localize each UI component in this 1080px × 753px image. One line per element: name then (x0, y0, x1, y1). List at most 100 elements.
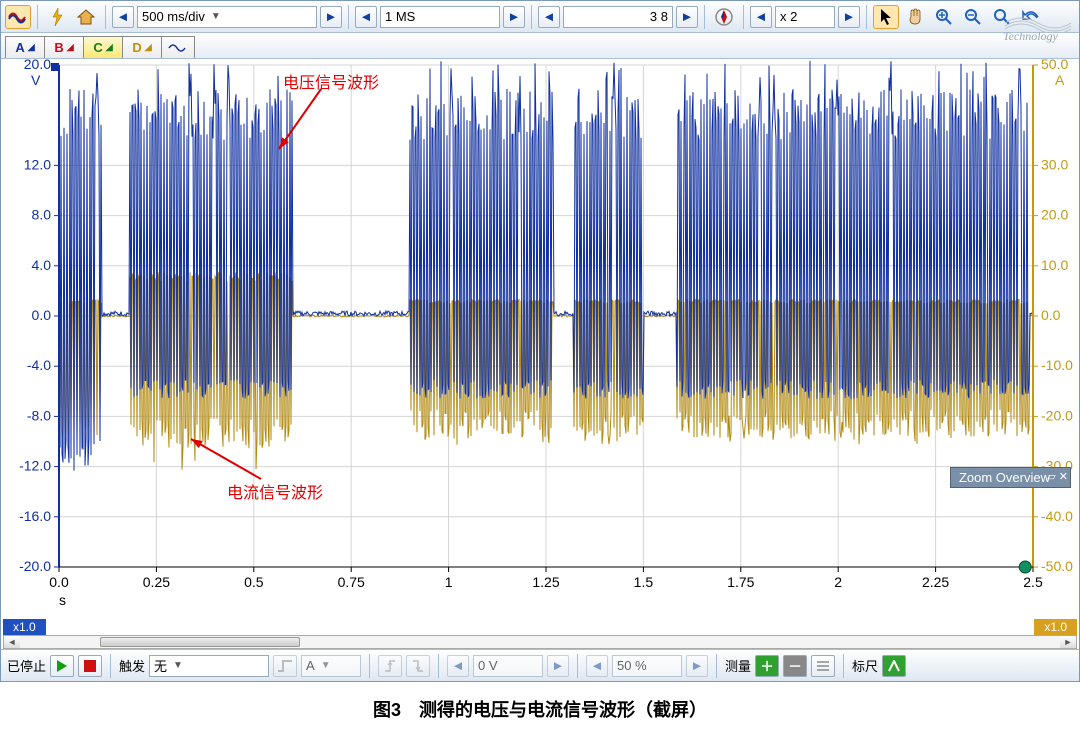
channel-tab-b[interactable]: B◢ (44, 36, 84, 58)
falling-edge-button[interactable] (406, 655, 430, 677)
measure-remove-button[interactable]: － (783, 655, 807, 677)
zoom-out-icon[interactable] (960, 5, 986, 29)
svg-text:-10.0: -10.0 (1041, 357, 1073, 373)
run-button[interactable] (50, 655, 74, 677)
zoom-value: x 2 (780, 9, 797, 24)
svg-text:30.0: 30.0 (1041, 156, 1068, 172)
samples-input[interactable] (385, 9, 495, 24)
timebase-inc-button[interactable]: ► (320, 6, 342, 28)
zoom-overview-panel[interactable]: Zoom Overview ▱ ✕ (950, 467, 1071, 488)
timebase-select[interactable]: 500 ms/div ▼ (137, 6, 317, 28)
zoom-select[interactable]: x 2 (775, 6, 835, 28)
svg-text:0.0: 0.0 (1041, 307, 1061, 323)
trigger-edge-button[interactable] (273, 655, 297, 677)
svg-text:20.0: 20.0 (1041, 207, 1068, 223)
samples-inc-button[interactable]: ► (503, 6, 525, 28)
samples-dec-button[interactable]: ◄ (355, 6, 377, 28)
scroll-right-button[interactable]: ► (1060, 636, 1076, 648)
trigger-label: 触发 (119, 656, 145, 675)
svg-text:12.0: 12.0 (24, 156, 51, 172)
zoom-badge-left: x1.0 (3, 619, 46, 635)
toolbar-top: ◄ 500 ms/div ▼ ► ◄ ► ◄ 3 8 ► ◄ x 2 ► (1, 1, 1079, 33)
svg-text:V: V (31, 72, 41, 88)
level-dec-button[interactable]: ◄ (447, 655, 469, 677)
pretrigger-field[interactable]: 50 % (612, 655, 682, 677)
svg-text:0.0: 0.0 (32, 307, 52, 323)
technology-logo: Technology (1003, 7, 1073, 44)
svg-text:2: 2 (834, 574, 842, 590)
measure-list-button[interactable] (811, 655, 835, 677)
svg-text:-20.0: -20.0 (19, 558, 51, 574)
value3-text: 3 8 (650, 9, 668, 24)
channel-tabs: A◢B◢C◢D◢ (1, 33, 1079, 59)
value3-dec-button[interactable]: ◄ (538, 6, 560, 28)
svg-text:-8.0: -8.0 (27, 407, 51, 423)
svg-text:-4.0: -4.0 (27, 357, 51, 373)
figure-caption: 图3 测得的电压与电流信号波形（截屏） (0, 682, 1080, 730)
rising-edge-button[interactable] (378, 655, 402, 677)
pretrig-dec-button[interactable]: ◄ (586, 655, 608, 677)
horizontal-scrollbar[interactable]: ◄ ► (3, 635, 1077, 649)
svg-text:0.25: 0.25 (143, 574, 170, 590)
pointer-icon[interactable] (873, 5, 899, 29)
channel-tab-c[interactable]: C◢ (83, 36, 123, 58)
trigger-level-field[interactable]: 0 V (473, 655, 543, 677)
caret-down-icon: ▼ (211, 11, 221, 22)
scroll-track[interactable] (20, 636, 1060, 648)
status-label: 已停止 (7, 656, 46, 675)
caret-down-icon: ▼ (173, 660, 183, 671)
hand-icon[interactable] (902, 5, 928, 29)
svg-text:-50.0: -50.0 (1041, 558, 1073, 574)
channel-wave-icon[interactable] (161, 36, 195, 58)
svg-text:-20.0: -20.0 (1041, 407, 1073, 423)
zoom-inc-button[interactable]: ► (838, 6, 860, 28)
svg-text:1: 1 (445, 574, 453, 590)
pretrig-inc-button[interactable]: ► (686, 655, 708, 677)
svg-text:0.5: 0.5 (244, 574, 264, 590)
svg-text:1.75: 1.75 (727, 574, 754, 590)
ruler-button[interactable] (882, 655, 906, 677)
svg-text:20.0: 20.0 (24, 59, 51, 72)
timebase-value: 500 ms/div (142, 9, 205, 24)
toolbar-bottom: 已停止 触发 无 ▼ A ▼ ◄ 0 V ► (1, 649, 1079, 681)
measure-label: 测量 (725, 656, 751, 675)
samples-select[interactable] (380, 6, 500, 28)
svg-text:0.0: 0.0 (49, 574, 69, 590)
scroll-thumb[interactable] (100, 637, 300, 647)
oscilloscope-app: ◄ 500 ms/div ▼ ► ◄ ► ◄ 3 8 ► ◄ x 2 ► (0, 0, 1080, 682)
value3-field[interactable]: 3 8 (563, 6, 673, 28)
zoom-badge-right: x1.0 (1034, 619, 1077, 635)
channel-tab-a[interactable]: A◢ (5, 36, 45, 58)
panel-buttons-icon[interactable]: ▱ ✕ (1047, 470, 1068, 483)
compass-icon[interactable] (711, 5, 737, 29)
svg-text:2.25: 2.25 (922, 574, 949, 590)
channel-tab-d[interactable]: D◢ (122, 36, 162, 58)
svg-text:A: A (1055, 72, 1065, 88)
value3-inc-button[interactable]: ► (676, 6, 698, 28)
lightning-icon[interactable] (44, 5, 70, 29)
svg-text:s: s (59, 592, 66, 608)
ruler-label: 标尺 (852, 656, 878, 675)
caret-down-icon: ▼ (321, 660, 331, 671)
svg-text:4.0: 4.0 (32, 257, 52, 273)
svg-text:8.0: 8.0 (32, 207, 52, 223)
svg-text:2.5: 2.5 (1023, 574, 1043, 590)
zoom-in-icon[interactable] (931, 5, 957, 29)
svg-text:50.0: 50.0 (1041, 59, 1068, 72)
measure-add-button[interactable]: ＋ (755, 655, 779, 677)
svg-text:1.25: 1.25 (532, 574, 559, 590)
level-inc-button[interactable]: ► (547, 655, 569, 677)
plot-area: 20.012.08.04.00.0-4.0-8.0-12.0-16.0-20.0… (1, 59, 1079, 649)
scroll-left-button[interactable]: ◄ (4, 636, 20, 648)
trigger-channel-select[interactable]: A ▼ (301, 655, 361, 677)
svg-text:1.5: 1.5 (634, 574, 654, 590)
home-icon[interactable] (73, 5, 99, 29)
timebase-dec-button[interactable]: ◄ (112, 6, 134, 28)
svg-text:10.0: 10.0 (1041, 257, 1068, 273)
zoom-dec-button[interactable]: ◄ (750, 6, 772, 28)
stop-button[interactable] (78, 655, 102, 677)
waveform-chart[interactable]: 20.012.08.04.00.0-4.0-8.0-12.0-16.0-20.0… (1, 59, 1079, 619)
svg-text:-12.0: -12.0 (19, 458, 51, 474)
trigger-mode-select[interactable]: 无 ▼ (149, 655, 269, 677)
waveform-icon[interactable] (5, 5, 31, 29)
